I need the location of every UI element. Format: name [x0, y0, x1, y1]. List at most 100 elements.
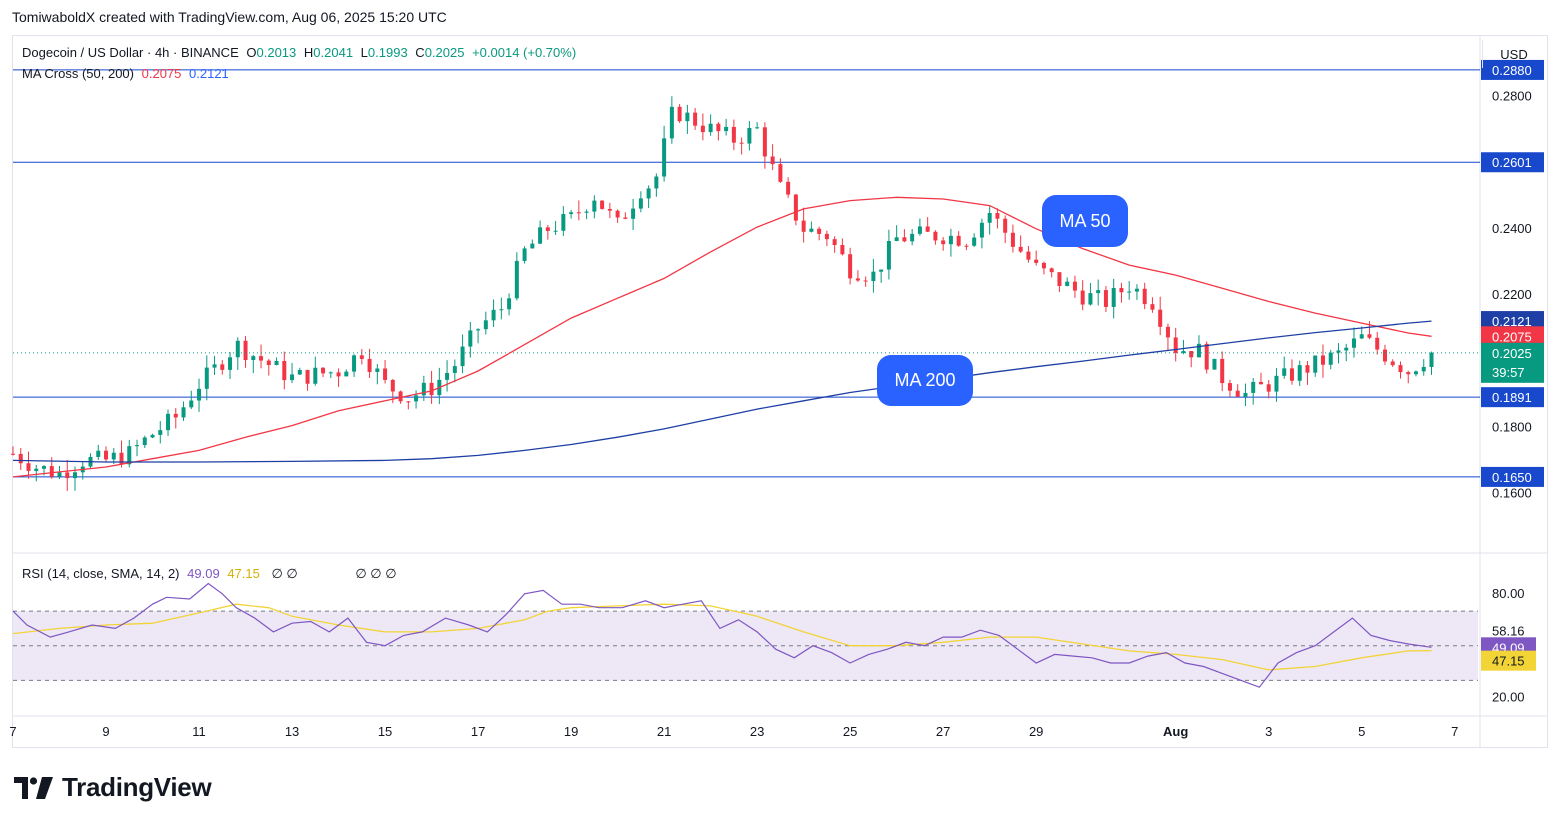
candle-body	[274, 360, 279, 366]
candle-body	[607, 208, 612, 211]
candle-body	[1390, 361, 1395, 366]
symbol-title[interactable]: Dogecoin / US Dollar · 4h · BINANCE	[22, 45, 239, 60]
tradingview-logo[interactable]: TradingView	[14, 772, 212, 803]
price-tick-label: 0.2200	[1492, 287, 1532, 302]
candle-body	[886, 240, 891, 270]
rsi-tick-label: 20.00	[1492, 690, 1525, 705]
attribution-header: TomiwaboldX created with TradingView.com…	[12, 9, 447, 25]
time-tick-label: 19	[564, 724, 578, 739]
candle-body	[631, 208, 636, 219]
candle-body	[917, 226, 922, 234]
candle-body	[1010, 232, 1015, 247]
candle-body	[73, 472, 78, 479]
candle-body	[677, 106, 682, 122]
ma50-legend-value: 0.2075	[141, 66, 182, 81]
candle-body	[879, 269, 884, 272]
candle-body	[42, 466, 47, 469]
time-tick-label: 15	[378, 724, 392, 739]
candle-body	[150, 434, 155, 438]
candle-body	[476, 329, 481, 331]
candle-body	[1158, 309, 1163, 327]
candle-body	[1057, 272, 1062, 286]
candle-body	[514, 260, 519, 299]
candle-body	[925, 226, 930, 232]
candle-body	[995, 212, 1000, 219]
rsi-line	[12, 582, 1432, 688]
candle-body	[747, 127, 752, 144]
candle-body	[1305, 365, 1310, 373]
candle-body	[197, 388, 202, 401]
candle-body	[693, 112, 698, 126]
rsi-band	[13, 611, 1478, 681]
candle-body	[1351, 338, 1356, 348]
candle-body	[1258, 381, 1263, 385]
level-tag-label: 0.2880	[1492, 63, 1532, 78]
price-tag-ma200	[1481, 311, 1544, 332]
currency-button[interactable]: USD	[1482, 40, 1545, 68]
candle-body	[1274, 375, 1279, 392]
candle-body	[708, 123, 713, 133]
candle-body	[1003, 218, 1008, 233]
candle-body	[34, 468, 39, 471]
level-tag-label: 0.2601	[1492, 155, 1532, 170]
candle-body	[685, 112, 690, 122]
candle-body	[49, 466, 54, 477]
tradingview-logo-text: TradingView	[62, 772, 212, 802]
rsi-value-tag-label: 47.15	[1492, 654, 1525, 669]
candle-body	[111, 452, 116, 460]
ma50-annotation[interactable]: MA 50	[1042, 195, 1128, 247]
candle-body	[18, 453, 23, 464]
candle-body	[243, 340, 248, 361]
level-tag	[1481, 387, 1544, 408]
candle-body	[615, 210, 620, 218]
candle-body	[840, 245, 845, 255]
candle-body	[491, 309, 496, 321]
candle-body	[871, 271, 876, 282]
candle-body	[390, 379, 395, 392]
candle-body	[26, 463, 31, 471]
rsi-null-values-a: ∅ ∅	[271, 566, 298, 581]
candle-body	[1103, 290, 1108, 307]
candle-body	[894, 237, 899, 241]
chart-frame	[12, 35, 1548, 748]
candle-body	[638, 198, 643, 209]
candle-body	[941, 240, 946, 245]
candle-body	[654, 176, 659, 189]
candle-body	[1328, 352, 1333, 365]
candle-body	[228, 357, 233, 370]
candle-body	[1049, 268, 1054, 273]
high-value: 0.2041	[313, 45, 354, 60]
candle-body	[1336, 350, 1341, 353]
time-tick-label: 7	[9, 724, 16, 739]
candle-body	[313, 367, 318, 384]
candle-body	[576, 212, 581, 214]
level-tag	[1481, 152, 1544, 173]
rsi-legend: RSI (14, close, SMA, 14, 2) 49.09 47.15 …	[22, 566, 401, 582]
candle-body	[290, 374, 295, 381]
candle-body	[445, 372, 450, 380]
candle-body	[770, 156, 775, 165]
price-tick-label: 0.1800	[1492, 419, 1532, 434]
candle-body	[204, 367, 209, 389]
candle-body	[1065, 281, 1070, 286]
candle-body	[948, 235, 953, 245]
candle-body	[1344, 347, 1349, 351]
candle-body	[352, 355, 357, 372]
rsi-sma-legend-value: 47.15	[227, 566, 260, 581]
candle-body	[104, 450, 109, 460]
candle-body	[762, 127, 767, 157]
candle-body	[1359, 334, 1364, 339]
candle-body	[220, 364, 225, 370]
ma-cross-label[interactable]: MA Cross (50, 200)	[22, 66, 134, 81]
candle-body	[1088, 293, 1093, 305]
open-label: O	[246, 45, 257, 60]
low-label: L	[360, 45, 368, 60]
candle-body	[1142, 288, 1147, 305]
candle-body	[538, 227, 543, 244]
rsi-label[interactable]: RSI (14, close, SMA, 14, 2)	[22, 566, 180, 581]
candle-body	[11, 453, 15, 455]
candle-body	[669, 106, 674, 139]
ma200-annotation[interactable]: MA 200	[877, 355, 973, 406]
candle-body	[452, 366, 457, 373]
